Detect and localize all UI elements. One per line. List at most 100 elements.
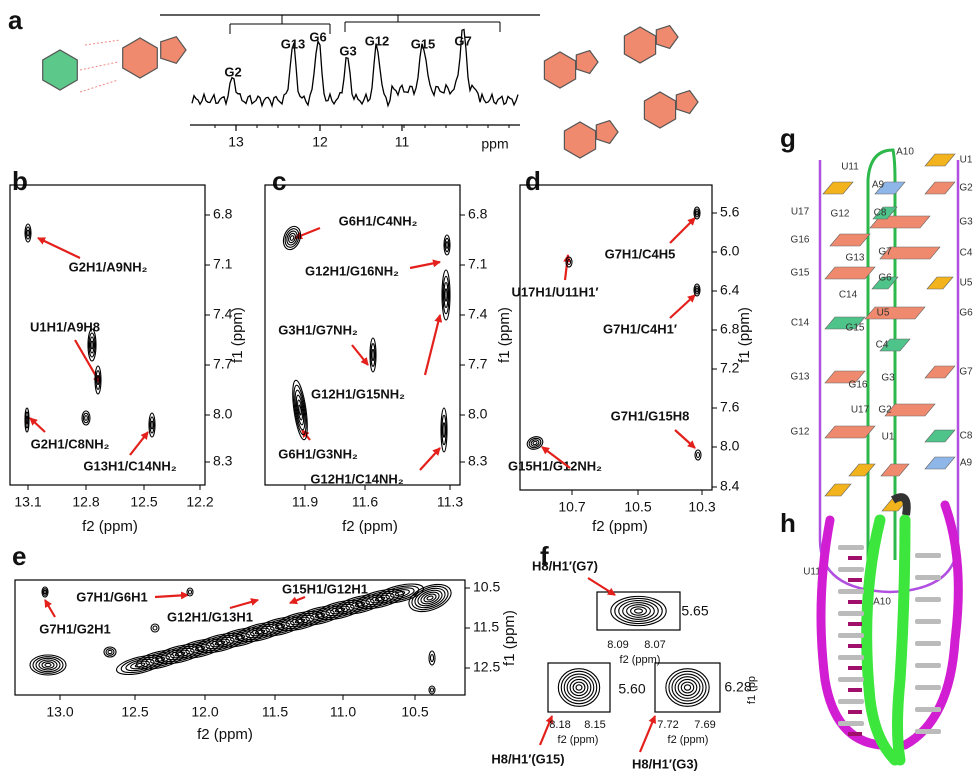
contour — [187, 589, 193, 595]
contour — [566, 676, 592, 699]
contour — [297, 399, 303, 421]
base-slab — [838, 589, 864, 594]
contour — [107, 649, 113, 655]
nucleotide: G15 — [791, 268, 810, 279]
contour — [25, 415, 29, 425]
contour — [41, 661, 55, 669]
nucleotide: A9 — [872, 180, 885, 191]
base — [822, 181, 854, 195]
base-slab — [838, 699, 864, 704]
x-axis-label: f2 (ppm) — [197, 726, 253, 743]
h-bond — [79, 61, 119, 71]
annotation: G7H1/C4H1′ — [603, 321, 677, 336]
contour — [94, 365, 102, 395]
base — [824, 266, 876, 280]
ring — [643, 91, 677, 129]
nucleotide: C14 — [791, 318, 810, 329]
x-tick-label: 7.72 — [657, 719, 678, 731]
y-axis-label: f1 (ppm) — [496, 307, 513, 363]
base-slab — [915, 663, 941, 668]
contour — [694, 449, 702, 461]
arrow — [289, 595, 306, 605]
base-slab — [848, 732, 862, 736]
contour — [81, 410, 91, 426]
nucleotide: U5 — [960, 278, 973, 289]
loop — [890, 493, 911, 516]
contour — [160, 645, 200, 663]
arrow — [541, 446, 571, 469]
ring — [122, 37, 158, 79]
base — [924, 153, 956, 167]
contour — [557, 668, 601, 707]
nucleotide: G3 — [881, 373, 895, 384]
base — [864, 306, 926, 320]
x-tick-label: 12.8 — [72, 494, 99, 510]
annotation: G7H1/G6H1 — [76, 589, 148, 604]
contour — [622, 602, 655, 620]
contour — [150, 420, 154, 430]
arrow — [29, 417, 46, 433]
contour — [390, 589, 410, 598]
contour — [95, 370, 101, 390]
contour — [618, 600, 659, 622]
contour — [441, 269, 451, 321]
peak-label: G12 — [365, 33, 390, 48]
base-slab — [838, 633, 864, 638]
annotation: G7H1/G2H1 — [39, 621, 111, 636]
x-axis-label: f2 (ppm) — [82, 518, 138, 535]
ring — [575, 49, 599, 75]
nucleotide: G12 — [831, 209, 850, 220]
panel-label: e — [12, 541, 26, 571]
frame — [14, 579, 466, 696]
contour — [626, 604, 651, 618]
contour — [254, 629, 266, 635]
contour — [444, 237, 450, 253]
y-tick-label: 7.1 — [468, 256, 488, 272]
contour — [674, 676, 701, 699]
contour — [563, 673, 595, 702]
annotation: G13H1/C14NH₂ — [83, 458, 176, 473]
y-axis-label: f1 (ppm) — [501, 610, 518, 666]
contour — [371, 348, 375, 362]
arrow — [423, 314, 443, 376]
arrow — [563, 254, 572, 281]
y-tick-label: 7.2 — [720, 360, 740, 376]
y-tick-label: 5.65 — [681, 603, 708, 619]
contour — [633, 608, 644, 614]
contour — [445, 241, 449, 249]
base — [926, 276, 954, 290]
contour — [89, 336, 95, 354]
frame — [264, 184, 461, 486]
inset-frame — [654, 662, 721, 713]
y-tick-label: 8.3 — [468, 453, 488, 469]
x-tick-label: 13.1 — [14, 494, 41, 510]
nucleotide: G7 — [878, 247, 892, 258]
annotation: G3H1/G7NH₂ — [278, 322, 358, 337]
contour — [42, 588, 48, 596]
contour — [280, 612, 320, 630]
arrow — [351, 344, 369, 366]
contour — [442, 275, 450, 315]
base-slab — [915, 597, 941, 602]
arrow — [301, 429, 311, 441]
contour — [693, 283, 701, 297]
contour — [566, 258, 572, 266]
base — [824, 370, 866, 384]
x-tick-label: 13 — [228, 134, 244, 150]
contour — [286, 230, 298, 246]
x-tick-label: 12.2 — [186, 494, 213, 510]
base-slab — [838, 655, 864, 660]
nucleotide: G13 — [791, 372, 810, 383]
contour — [677, 678, 698, 697]
contour — [284, 228, 300, 248]
contour — [24, 407, 30, 433]
nucleotide: U5 — [877, 308, 890, 319]
contour — [334, 607, 346, 613]
base — [829, 233, 871, 247]
annotation: G15H1/G12NH₂ — [508, 458, 602, 473]
base-slab — [915, 575, 941, 580]
base-slab — [848, 688, 862, 692]
x-tick-label: 8.07 — [644, 639, 665, 651]
contour — [420, 591, 440, 605]
annotation: G7H1/G15H8 — [611, 408, 690, 423]
